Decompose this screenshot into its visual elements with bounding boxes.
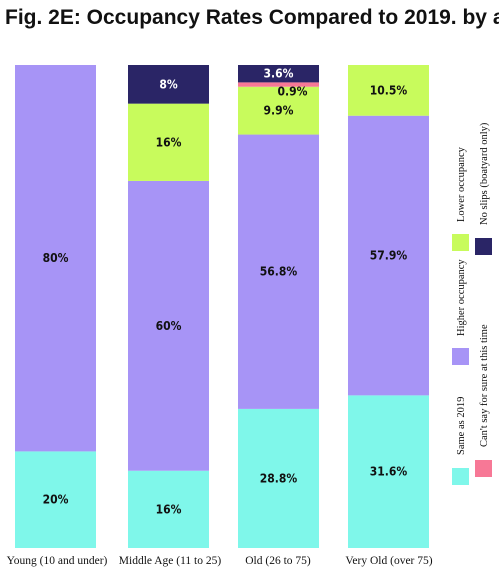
data-label: 31.6% [370, 465, 408, 479]
bars-group [15, 65, 429, 548]
legend-label: No slips (boatyard only) [479, 122, 490, 225]
bar-segment [128, 180, 209, 471]
bar-segment [348, 115, 429, 396]
legend-label: Can't say for sure at this time [479, 324, 490, 447]
legend-label: Same as 2019 [456, 397, 467, 455]
bar-segment [15, 65, 96, 452]
data-label: 9.9% [264, 104, 294, 118]
bar-segment [348, 65, 429, 116]
bar-segment [128, 470, 209, 548]
data-label: 20% [43, 493, 69, 507]
bar-segment [128, 103, 209, 181]
category-label: Very Old (over 75) [345, 555, 432, 567]
bar-segment [238, 82, 319, 87]
category-label: Old (26 to 75) [245, 555, 311, 567]
data-label: 3.6% [264, 67, 294, 81]
data-label: 57.9% [370, 249, 408, 263]
bar-segment [238, 86, 319, 135]
legend-swatch [475, 460, 492, 477]
data-label: 80% [43, 251, 69, 265]
data-label: 28.8% [260, 471, 298, 485]
legend-swatch [452, 468, 469, 485]
category-labels-group: Young (10 and under) Middle Age (11 to 25… [7, 555, 433, 567]
data-label: 0.9% [278, 85, 308, 99]
legend-swatch [452, 348, 469, 365]
bar-segment [238, 134, 319, 409]
legend-label: Higher occupancy [456, 259, 467, 336]
data-label: 16% [156, 135, 182, 149]
legend-swatch [475, 238, 492, 255]
data-label: 16% [156, 502, 182, 516]
bar-segment [238, 65, 319, 83]
bar-segment [128, 65, 209, 104]
category-label: Young (10 and under) [7, 555, 108, 567]
data-label: 10.5% [370, 83, 408, 97]
legend: Same as 2019 Higher occupancy Lower occupa… [452, 122, 492, 485]
chart-title: Fig. 2E: Occupancy Rates Compared to 201… [5, 6, 499, 29]
data-label: 60% [156, 319, 182, 333]
data-label: 8% [159, 77, 178, 91]
bar-segment [348, 395, 429, 548]
data-label: 56.8% [260, 265, 298, 279]
legend-swatch [452, 234, 469, 251]
segment-labels-group: 20% 80% 16% 60% 16% 8% 28.8% 56.8% 9.9% 0.9% 3.6% 3… [43, 67, 408, 517]
bar-segment [238, 408, 319, 548]
category-label: Middle Age (11 to 25) [119, 555, 222, 567]
bar-segment [15, 451, 96, 548]
legend-label: Lower occupancy [456, 146, 467, 222]
